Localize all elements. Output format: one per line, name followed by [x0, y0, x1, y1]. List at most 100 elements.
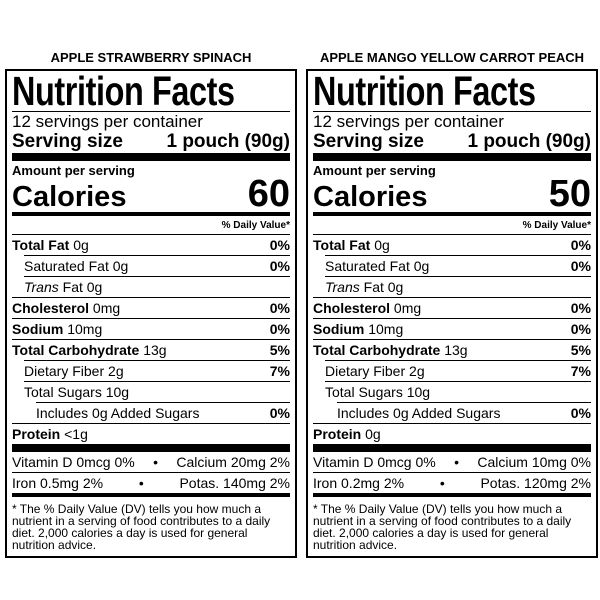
nutrient-name: Protein: [12, 426, 61, 442]
nutrient-amount: 2g: [108, 363, 124, 379]
nutrient-row: Trans Fat 0g: [325, 276, 591, 297]
nutrient-row: Protein <1g: [12, 423, 290, 444]
serving-size-value: 1 pouch (90g): [166, 131, 290, 152]
nutrition-panel: APPLE MANGO YELLOW CARROT PEACH Nutrition…: [306, 48, 598, 558]
nutrient-dv: 0%: [570, 237, 591, 253]
nutrient: Cholesterol 0mg: [12, 298, 120, 318]
nutrient-row: Total Sugars 10g: [24, 381, 290, 402]
nutrient-row: Includes 0g Added Sugars 0%: [337, 402, 591, 423]
nutrient-amount: <1g: [64, 426, 88, 442]
nutrient: Total Sugars 10g: [24, 382, 129, 402]
nutrient-name: Total Sugars: [325, 384, 403, 400]
title: Nutrition Facts: [12, 68, 235, 114]
vitamin-row: Iron 0.5mg 2% • Potas. 140mg 2%: [12, 472, 290, 493]
title-wrap: Nutrition Facts: [313, 68, 591, 114]
bullet-dot: •: [153, 454, 158, 470]
nutrient-name: Sodium: [12, 321, 64, 337]
calories-value: 50: [548, 173, 591, 215]
nutrient-row: Dietary Fiber 2g 7%: [24, 360, 290, 381]
nutrient-amount: 0g: [365, 426, 381, 442]
footnote: * The % Daily Value (DV) tells you how m…: [313, 502, 572, 552]
nutrient: Sodium 10mg: [313, 319, 403, 339]
nutrient-row: Cholesterol 0mg 0%: [313, 297, 591, 318]
vitamin-row: Iron 0.2mg 2% • Potas. 120mg 2%: [313, 472, 591, 493]
title-wrap: Nutrition Facts: [12, 68, 290, 114]
nutrient-name: Fat: [363, 279, 384, 295]
nutrient: Protein <1g: [12, 424, 88, 444]
calories-value: 60: [247, 173, 290, 215]
nutrient: Total Fat 0g: [12, 235, 89, 255]
nutrient-dv: 0%: [570, 405, 591, 421]
nutrient-row: Sodium 10mg 0%: [12, 318, 290, 339]
vitamin-row: Vitamin D 0mcg 0% • Calcium 10mg 0%: [313, 452, 591, 472]
nutrition-panel: APPLE STRAWBERRY SPINACH Nutrition Facts 1…: [5, 48, 297, 558]
product-name: APPLE STRAWBERRY SPINACH: [50, 50, 252, 65]
divider: [12, 212, 290, 216]
nutrient: Total Fat 0g: [313, 235, 390, 255]
nutrient-name-italic: Trans: [24, 279, 59, 295]
nutrient-dv: 0%: [269, 321, 290, 337]
divider: [313, 212, 591, 216]
amount-per-serving: Amount per serving: [313, 163, 436, 178]
nutrient-dv: 0%: [269, 258, 290, 274]
nutrient-amount: 0mg: [92, 300, 121, 316]
nutrient: Trans Fat 0g: [24, 277, 102, 297]
nutrient-row: Protein 0g: [313, 423, 591, 444]
footnote: * The % Daily Value (DV) tells you how m…: [12, 502, 271, 552]
product-name: APPLE MANGO YELLOW CARROT PEACH: [319, 50, 585, 65]
vitamin: Iron 0.2mg 2%: [313, 475, 405, 491]
nutrient-row: Total Fat 0g 0%: [12, 234, 290, 255]
servings: 12 servings per container: [12, 111, 290, 131]
nutrient-dv: 0%: [269, 237, 290, 253]
nutrient-name: Saturated Fat: [325, 258, 410, 274]
vitamin: Vitamin D 0mcg 0%: [12, 454, 135, 470]
daily-value-header: % Daily Value*: [522, 220, 591, 231]
nutrient: Cholesterol 0mg: [313, 298, 421, 318]
servings: 12 servings per container: [313, 111, 591, 131]
divider: [313, 444, 591, 452]
nutrient: Total Sugars 10g: [325, 382, 430, 402]
title: Nutrition Facts: [313, 68, 536, 114]
nutrient: Trans Fat 0g: [325, 277, 403, 297]
vitamin-row: Vitamin D 0mcg 0% • Calcium 20mg 2%: [12, 452, 290, 472]
vitamin: Calcium 10mg 0%: [477, 454, 591, 470]
bullet-dot: •: [138, 475, 144, 491]
vitamin: Calcium 20mg 2%: [176, 454, 290, 470]
vitamin: Potas. 140mg 2%: [179, 475, 290, 491]
nutrient-row: Cholesterol 0mg 0%: [12, 297, 290, 318]
calories-row: Calories 50: [313, 173, 591, 215]
nutrient-row: Sodium 10mg 0%: [313, 318, 591, 339]
nutrient-row: Total Fat 0g 0%: [313, 234, 591, 255]
bullet-dot: •: [439, 475, 445, 491]
nutrient-amount: 0g: [374, 237, 390, 253]
nutrient: Dietary Fiber 2g: [24, 361, 124, 381]
nutrient-dv: 7%: [269, 363, 290, 379]
nutrient-amount: 0g: [387, 279, 404, 295]
nutrient-name: Protein: [313, 426, 362, 442]
nutrient: Dietary Fiber 2g: [325, 361, 425, 381]
nutrient-dv: 0%: [570, 321, 591, 337]
nutrient-row: Includes 0g Added Sugars 0%: [36, 402, 290, 423]
divider: [12, 444, 290, 452]
nutrient-dv: 7%: [570, 363, 591, 379]
serving-size: Serving size 1 pouch (90g): [12, 131, 290, 153]
nutrient-row: Saturated Fat 0g 0%: [24, 255, 290, 276]
divider: [12, 493, 290, 497]
nutrient-name: Total Fat: [313, 237, 371, 253]
bullet-dot: •: [454, 454, 459, 470]
nutrient-amount: 10mg: [368, 321, 404, 337]
nutrient-amount: 0g: [73, 237, 89, 253]
calories-row: Calories 60: [12, 173, 290, 215]
nutrient-row: Total Carbohydrate 13g 5%: [313, 339, 591, 360]
nutrient-name: Cholesterol: [313, 300, 391, 316]
nutrient-name: Total Sugars: [24, 384, 102, 400]
nutrient-row: Dietary Fiber 2g 7%: [325, 360, 591, 381]
nutrient-amount: 0g: [413, 258, 430, 274]
nutrient-name: Total Carbohydrate: [12, 342, 140, 358]
nutrient-name: Saturated Fat: [24, 258, 109, 274]
nutrient-amount: 2g: [409, 363, 425, 379]
serving-size-label: Serving size: [12, 131, 123, 152]
nutrient-dv: 5%: [570, 342, 591, 358]
nutrient-dv: 0%: [570, 300, 591, 316]
